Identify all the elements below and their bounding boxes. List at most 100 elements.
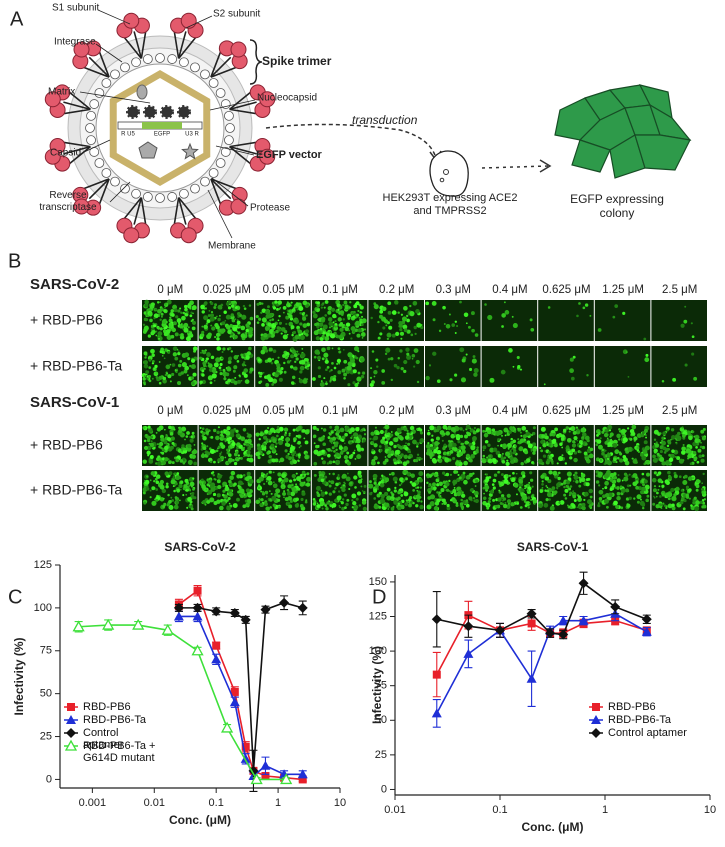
- cell-spot: [474, 485, 477, 487]
- cell-spot: [145, 318, 149, 322]
- cell-spot: [475, 429, 480, 433]
- cell-spot: [643, 440, 648, 445]
- cell-spot: [349, 301, 352, 304]
- cell-spot: [237, 315, 240, 318]
- cell-spot: [420, 457, 423, 460]
- cell-spot: [357, 371, 361, 375]
- cell-spot: [622, 454, 627, 459]
- cell-spot: [280, 332, 283, 335]
- cell-spot: [325, 332, 328, 335]
- cell-spot: [449, 473, 453, 476]
- protein: [181, 142, 199, 160]
- cell-spot: [153, 480, 156, 483]
- cell-spot: [390, 450, 395, 454]
- cell-spot: [519, 368, 523, 371]
- cell-spot: [362, 506, 367, 511]
- cell-spot: [585, 478, 589, 482]
- cell-spot: [451, 323, 456, 327]
- cell-spot: [242, 446, 245, 449]
- cell-spot: [293, 478, 297, 482]
- cell-spot: [633, 497, 636, 500]
- cell-spot: [400, 366, 404, 371]
- cell-spot: [327, 310, 332, 315]
- series-line: [78, 624, 287, 781]
- cell-spot: [151, 359, 155, 363]
- x-axis-label: Conc. (μM): [169, 813, 231, 827]
- cell-spot: [290, 325, 295, 330]
- cell-spot: [322, 428, 327, 432]
- legend-marker: [66, 715, 76, 724]
- cell-spot: [316, 491, 319, 495]
- cell-spot: [276, 326, 281, 330]
- cell-spot: [572, 355, 576, 359]
- cell-spot: [347, 383, 351, 387]
- cell-spot: [497, 438, 500, 441]
- cell-spot: [187, 336, 191, 339]
- marker: [261, 771, 270, 780]
- cell-spot: [313, 449, 319, 455]
- concentration-label: 0.625 μM: [542, 284, 590, 296]
- marker: [192, 611, 203, 621]
- cell-spot: [446, 503, 450, 508]
- cell-spot: [290, 347, 294, 351]
- cell-spot: [325, 382, 328, 386]
- concentration-label: 0.025 μM: [203, 284, 251, 296]
- cell-spot: [242, 304, 246, 308]
- cell-spot: [452, 456, 456, 461]
- cell-spot: [409, 480, 413, 484]
- cell-spot: [284, 497, 289, 502]
- cell-spot: [572, 480, 575, 483]
- cell-spot: [189, 314, 193, 318]
- cell-spot: [559, 500, 565, 505]
- cell-spot: [573, 451, 578, 455]
- concentration-label: 2.5 μM: [662, 405, 697, 417]
- y-tick-label: 150: [369, 576, 387, 588]
- cell-spot: [301, 470, 306, 475]
- cell-spot: [259, 371, 263, 376]
- cell-spot: [188, 364, 192, 368]
- cell-spot: [684, 474, 688, 479]
- cell-spot: [652, 477, 657, 483]
- cell-spot: [510, 437, 513, 441]
- cell-spot: [241, 314, 247, 320]
- cell-spot: [497, 431, 502, 436]
- cell-spot: [576, 314, 579, 318]
- cell-spot: [379, 430, 384, 435]
- cell-spot: [166, 437, 172, 442]
- cell-spot: [207, 363, 213, 369]
- x-tick-label: 0.01: [384, 804, 405, 816]
- cell-spot: [228, 479, 232, 484]
- cell-spot: [544, 450, 547, 452]
- cell-spot: [411, 482, 417, 487]
- cell-spot: [329, 331, 332, 334]
- chart-title: SARS-CoV-2: [164, 540, 236, 554]
- cell-spot: [172, 475, 176, 478]
- legend-entry: RBD-PB6: [83, 701, 131, 713]
- cell-spot: [624, 472, 628, 476]
- cell-spot: [519, 479, 524, 484]
- cell-spot: [182, 494, 185, 497]
- cell-spot: [341, 368, 346, 373]
- cell-spot: [415, 309, 420, 314]
- cell-spot: [256, 321, 260, 324]
- spike-stalk: [63, 145, 91, 155]
- cell-spot: [232, 369, 236, 373]
- marker: [527, 619, 536, 628]
- cell-spot: [275, 329, 279, 334]
- cell-spot: [390, 498, 393, 501]
- cell-spot: [245, 328, 249, 333]
- cell-spot: [268, 454, 272, 459]
- cell-spot: [381, 369, 386, 373]
- marker: [463, 648, 474, 658]
- cell-spot: [472, 436, 477, 441]
- cell-spot: [257, 486, 261, 490]
- cell-spot: [143, 445, 149, 451]
- cell-spot: [340, 486, 343, 489]
- cell-spot: [583, 451, 588, 456]
- lipid: [179, 57, 189, 68]
- cell-spot: [576, 439, 579, 442]
- cell-spot: [263, 332, 268, 338]
- cell-spot: [361, 490, 364, 492]
- cell-spot: [207, 362, 210, 365]
- cell-spot: [589, 314, 592, 317]
